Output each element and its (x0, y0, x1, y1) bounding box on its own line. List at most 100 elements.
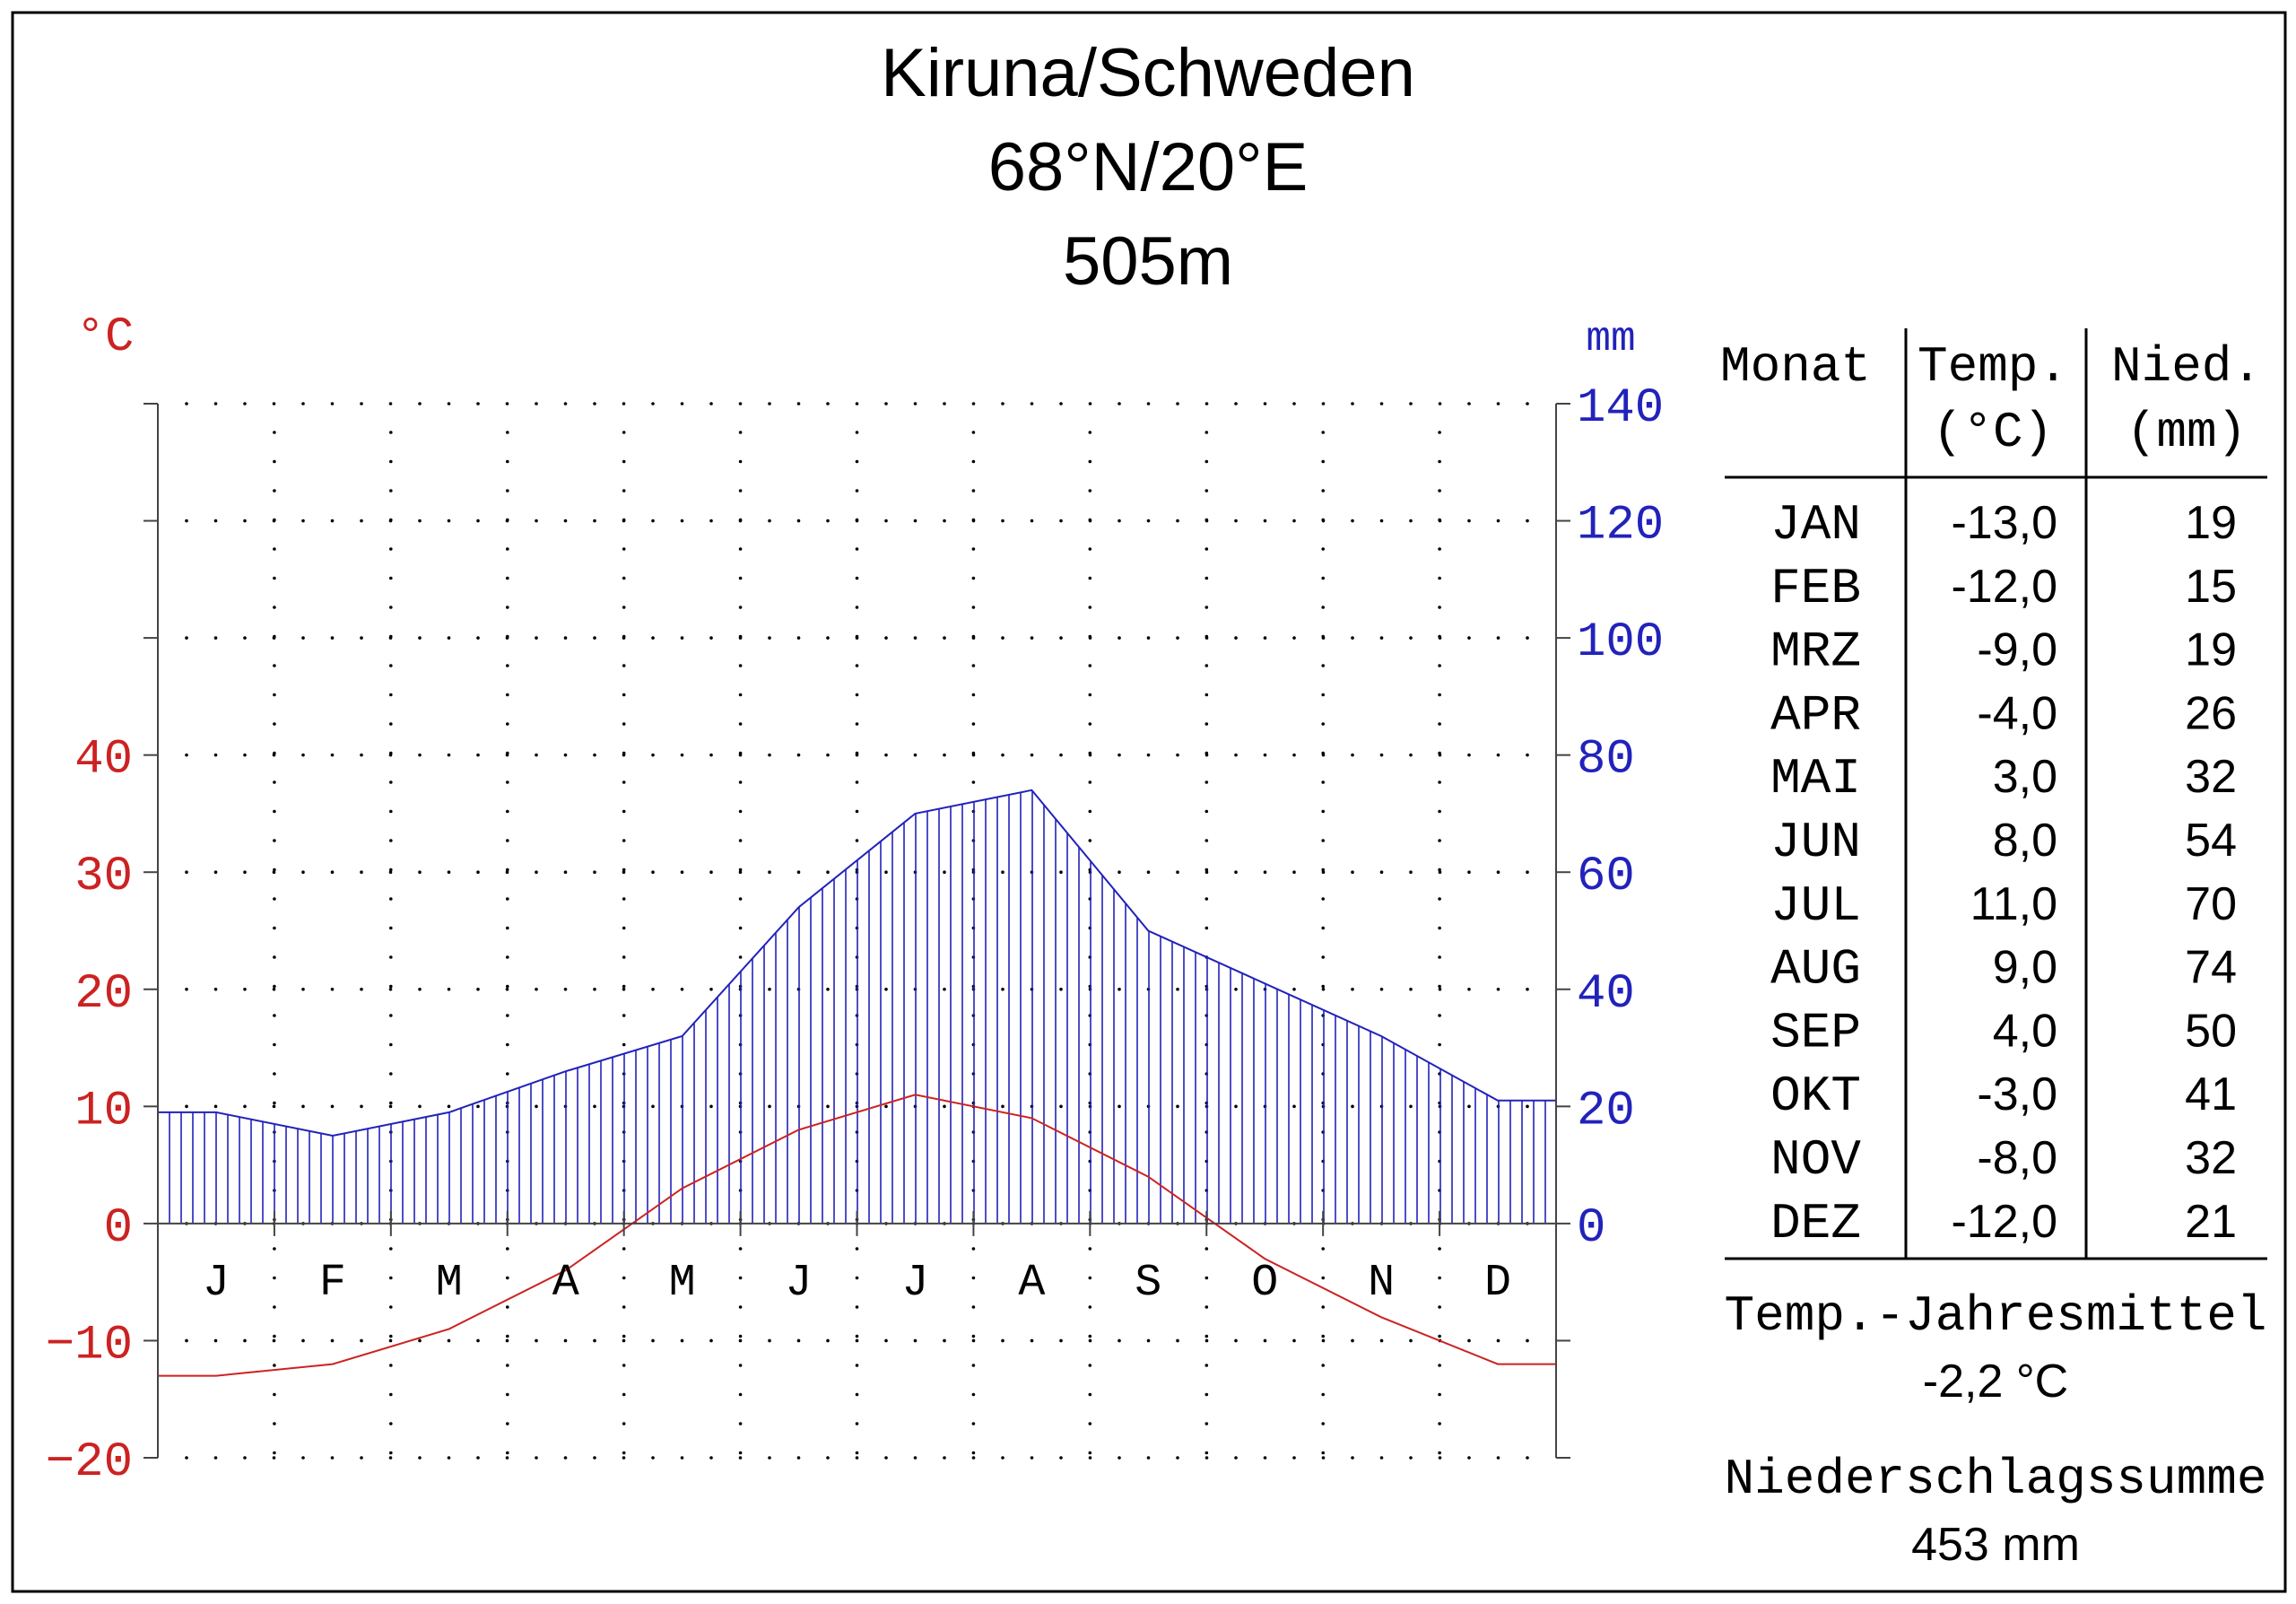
grid-dot (301, 636, 305, 640)
grid-dot (389, 1364, 393, 1367)
grid-dot (1146, 636, 1151, 640)
grid-dot (273, 1042, 276, 1047)
grid-dot (680, 636, 684, 640)
grid-dot (1321, 634, 1325, 639)
grid-dot (1467, 753, 1471, 757)
grid-dot (505, 1338, 509, 1343)
grid-dot (563, 1338, 568, 1343)
grid-dot (855, 1305, 859, 1309)
grid-dot (1409, 1338, 1413, 1343)
grid-dot (389, 1101, 393, 1105)
grid-dot (360, 402, 363, 405)
grid-dot (1088, 402, 1092, 405)
grid-dot (1088, 1334, 1092, 1338)
grid-dot (1467, 1456, 1471, 1460)
grid-dot (1351, 519, 1354, 523)
grid-dot (855, 1334, 859, 1338)
grid-dot (330, 1104, 335, 1109)
grid-dot (884, 987, 888, 991)
grid-dot (913, 402, 918, 405)
grid-dot (1379, 1338, 1384, 1343)
grid-dot (1496, 1338, 1500, 1343)
grid-dot (506, 547, 509, 551)
grid-dot (680, 402, 684, 405)
grid-dot (563, 519, 568, 523)
month-label: M (436, 1258, 463, 1309)
grid-dot (1292, 987, 1296, 991)
grid-dot (971, 1276, 976, 1280)
precip-tick-label: 80 (1577, 733, 1635, 788)
grid-dot (1205, 870, 1209, 875)
grid-dot (1438, 459, 1441, 464)
grid-dot (1205, 751, 1209, 755)
grid-dot (388, 402, 393, 405)
grid-dot (1379, 519, 1384, 523)
grid-dot (1234, 519, 1238, 523)
precip-tick-label: 0 (1577, 1201, 1605, 1256)
grid-dot (476, 1104, 480, 1109)
temp-tick-label: 30 (74, 850, 133, 904)
grid-dot (1088, 751, 1092, 755)
grid-dot (709, 753, 713, 757)
grid-dot (506, 1247, 509, 1251)
grid-dot (593, 519, 596, 523)
grid-dot (506, 664, 509, 667)
grid-dot (971, 606, 976, 609)
grid-dot (360, 1104, 363, 1109)
grid-dot (593, 870, 596, 875)
grid-dot (330, 402, 335, 405)
grid-dot (1438, 751, 1441, 755)
table-header-month: Monat (1720, 338, 1871, 396)
grid-dot (388, 870, 393, 875)
grid-dot (389, 664, 393, 667)
grid-dot (1088, 634, 1092, 639)
table-cell-temp: 11,0 (1970, 878, 2057, 930)
grid-dot (389, 897, 393, 901)
grid-dot (389, 1451, 393, 1455)
grid-dot (738, 870, 743, 875)
grid-dot (913, 1338, 918, 1343)
grid-dot (855, 693, 859, 697)
grid-dot (389, 1042, 393, 1047)
grid-dot (1030, 1456, 1034, 1460)
grid-dot (506, 1072, 509, 1076)
grid-dot (1351, 402, 1354, 405)
grid-dot (738, 867, 743, 872)
grid-dot (243, 1456, 247, 1460)
table-cell-month: APR (1770, 686, 1861, 744)
table-cell-precip: 32 (2185, 1132, 2237, 1184)
grid-dot (1467, 636, 1471, 640)
grid-dot (1263, 753, 1267, 757)
grid-dot (1088, 664, 1092, 667)
grid-dot (738, 1422, 743, 1425)
table-cell-month: JAN (1770, 496, 1861, 554)
grid-dot (273, 751, 276, 755)
grid-dot (243, 870, 247, 875)
grid-dot (1321, 402, 1326, 405)
grid-dot (1205, 1247, 1209, 1251)
grid-dot (506, 1014, 509, 1017)
grid-dot (796, 402, 801, 405)
grid-dot (447, 870, 451, 875)
grid-dot (273, 809, 276, 814)
grid-dot (1321, 1305, 1325, 1309)
grid-dot (622, 402, 626, 405)
grid-dot (1205, 1451, 1209, 1455)
grid-dot (1321, 1392, 1325, 1397)
grid-dot (1321, 1451, 1325, 1455)
grid-dot (243, 1104, 247, 1109)
grid-dot (389, 634, 393, 639)
grid-dot (1467, 1104, 1471, 1109)
table-cell-month: SEP (1770, 1004, 1861, 1061)
grid-dot (1146, 870, 1151, 875)
grid-dot (1205, 693, 1209, 697)
grid-dot (1205, 634, 1209, 639)
grid-dot (971, 634, 976, 639)
grid-dot (185, 870, 188, 875)
grid-dot (273, 693, 276, 697)
temp-tick-label: 0 (104, 1201, 133, 1256)
grid-dot (418, 1456, 422, 1460)
grid-dot (273, 634, 276, 639)
grid-dot (273, 1422, 276, 1425)
